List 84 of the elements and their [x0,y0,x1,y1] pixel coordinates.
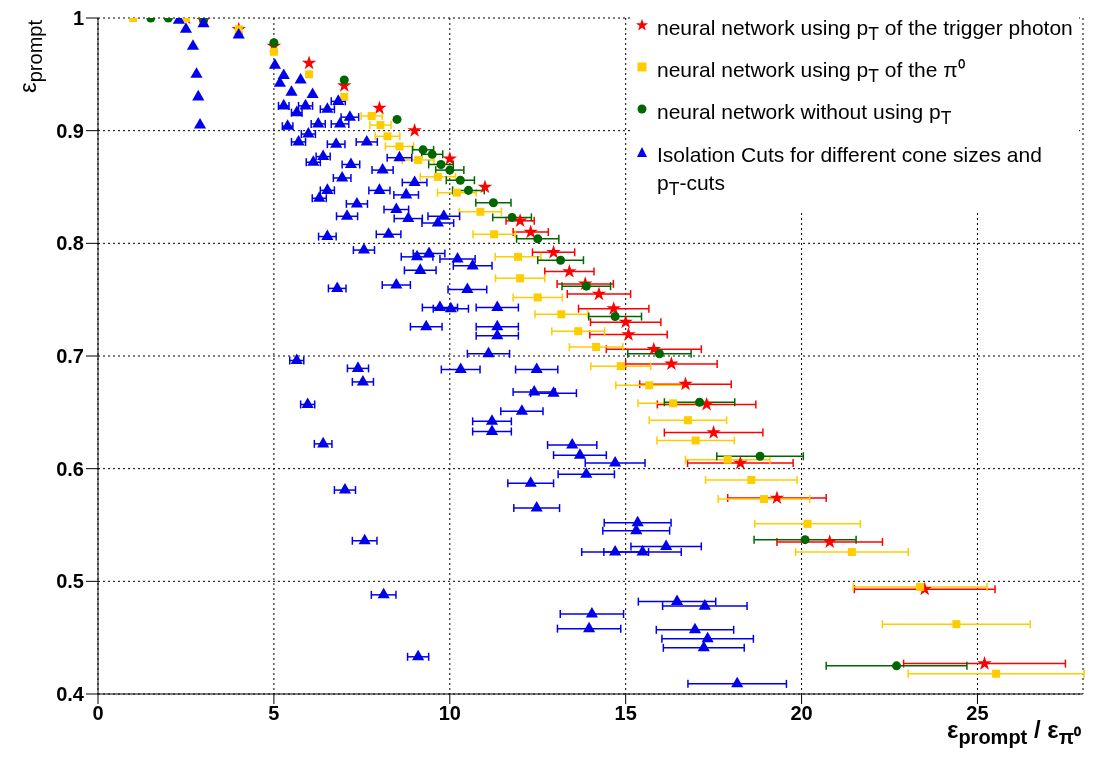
point [383,132,392,141]
point [822,534,837,549]
point [977,656,992,670]
point [755,451,765,461]
x-tick-label: 20 [790,702,813,725]
point [556,255,566,265]
point [516,274,525,283]
point [433,172,442,181]
legend-label: neural network without using p$_{T}$ [657,99,952,131]
point [706,425,721,439]
point [562,263,577,278]
point [507,212,517,222]
y-tick-label: 0.6 [56,457,84,480]
point [367,112,376,121]
legend-label: Isolation Cuts for different cone sizes and p$_{T}$-cuts [657,141,1043,201]
point [591,286,607,301]
point [436,159,446,169]
x-tick-label: 15 [614,702,637,725]
point [892,661,902,671]
point [645,381,654,390]
point [269,38,279,48]
point [678,376,693,391]
point [339,75,349,85]
point [616,362,625,371]
point [916,582,925,591]
point [305,70,314,79]
point [301,55,317,70]
point [759,495,768,504]
point [733,455,748,470]
point [992,669,1001,678]
point [546,244,561,259]
point [455,175,465,185]
x-tick-label: 5 [268,702,280,725]
point [407,123,422,137]
point [392,114,402,124]
point [395,142,404,151]
x-tick-label: 10 [438,702,461,725]
point [669,399,678,408]
point [514,252,523,261]
point [769,490,785,505]
point [418,145,428,155]
point [445,165,455,175]
point [800,535,810,545]
legend-label: neural network using p$_{T}$ of the π⁰ [657,57,965,89]
point [695,397,705,407]
y-tick-label: 1 [72,7,84,30]
point [723,455,732,464]
point [533,293,542,302]
point [691,436,700,445]
point [654,349,664,359]
point [574,327,583,336]
point [747,475,756,484]
point [621,327,636,341]
y-tick-label: 0.9 [56,119,84,142]
point [490,230,499,239]
point [340,92,349,101]
point [476,207,485,216]
point [427,149,437,159]
point [452,188,461,197]
point [610,312,620,322]
x-tick-label: 0 [92,702,104,725]
y-tick-label: 0.4 [56,683,85,706]
point [463,185,473,195]
point [523,224,538,239]
point [952,620,961,629]
point [606,301,621,315]
point [442,151,457,165]
legend-label: neural network using p$_{T}$ of the trigger photon [657,15,1073,47]
point [376,121,385,130]
point [618,314,633,329]
y-tick-label: 0.5 [56,570,84,593]
point [372,100,387,115]
point [477,179,493,194]
y-tick-label: 0.8 [56,232,84,255]
point [557,310,566,319]
point [414,155,423,164]
point [803,519,812,528]
point [592,342,601,351]
point [847,548,856,557]
point [683,416,692,425]
y-tick-label: 0.7 [56,345,84,368]
point [488,198,498,208]
point [533,234,543,244]
point [664,356,679,370]
